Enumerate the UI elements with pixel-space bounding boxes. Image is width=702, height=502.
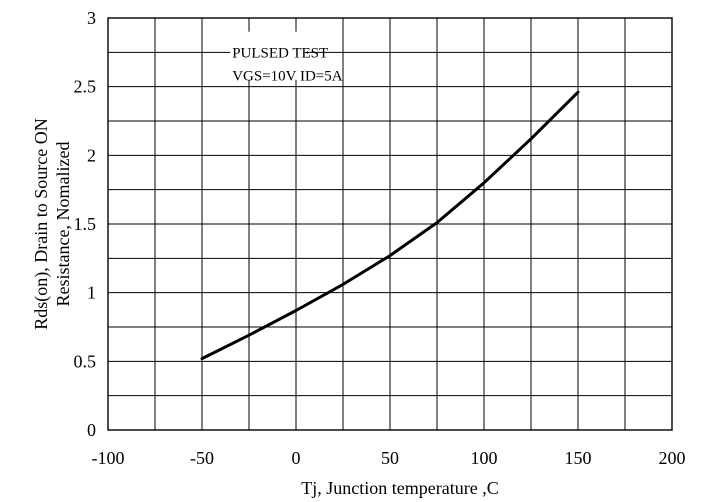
annotation-background [230,31,306,80]
x-tick-label: -50 [190,448,214,468]
x-tick-label: 100 [471,448,498,468]
y-tick-label: 0.5 [74,351,97,371]
annotation-vgs-id: VGS=10V ID=5A [232,68,343,84]
series-line [200,90,580,361]
plot-frame [107,17,673,431]
y-tick-label: 2 [87,145,96,165]
y-tick-label: 1 [87,283,96,303]
y-tick-label: 0 [87,420,96,440]
x-tick-label: 150 [565,448,592,468]
y-axis-title-line-2: Resistance, Nomalized [53,142,73,307]
y-axis-title-line-1: Rds(on), Drain to Source ON [31,118,52,329]
x-tick-label: 50 [381,448,399,468]
annotation-pulsed-test: PULSED TEST [232,45,328,61]
y-tick-label: 2.5 [74,77,97,97]
series-layer [200,90,580,361]
y-tick-label: 3 [87,8,96,28]
x-tick-labels: -100 -50 0 50 100 150 200 [92,448,686,468]
grid [108,18,672,430]
x-tick-label: 200 [659,448,686,468]
x-axis-title: Tj, Junction temperature ,C [301,478,498,498]
y-tick-labels: 0 0.5 1 1.5 2 2.5 3 [74,8,97,440]
x-tick-label: 0 [292,448,301,468]
y-tick-label: 1.5 [74,214,97,234]
x-tick-label: -100 [92,448,125,468]
annotation-box: PULSED TEST VGS=10V ID=5A [230,31,343,84]
